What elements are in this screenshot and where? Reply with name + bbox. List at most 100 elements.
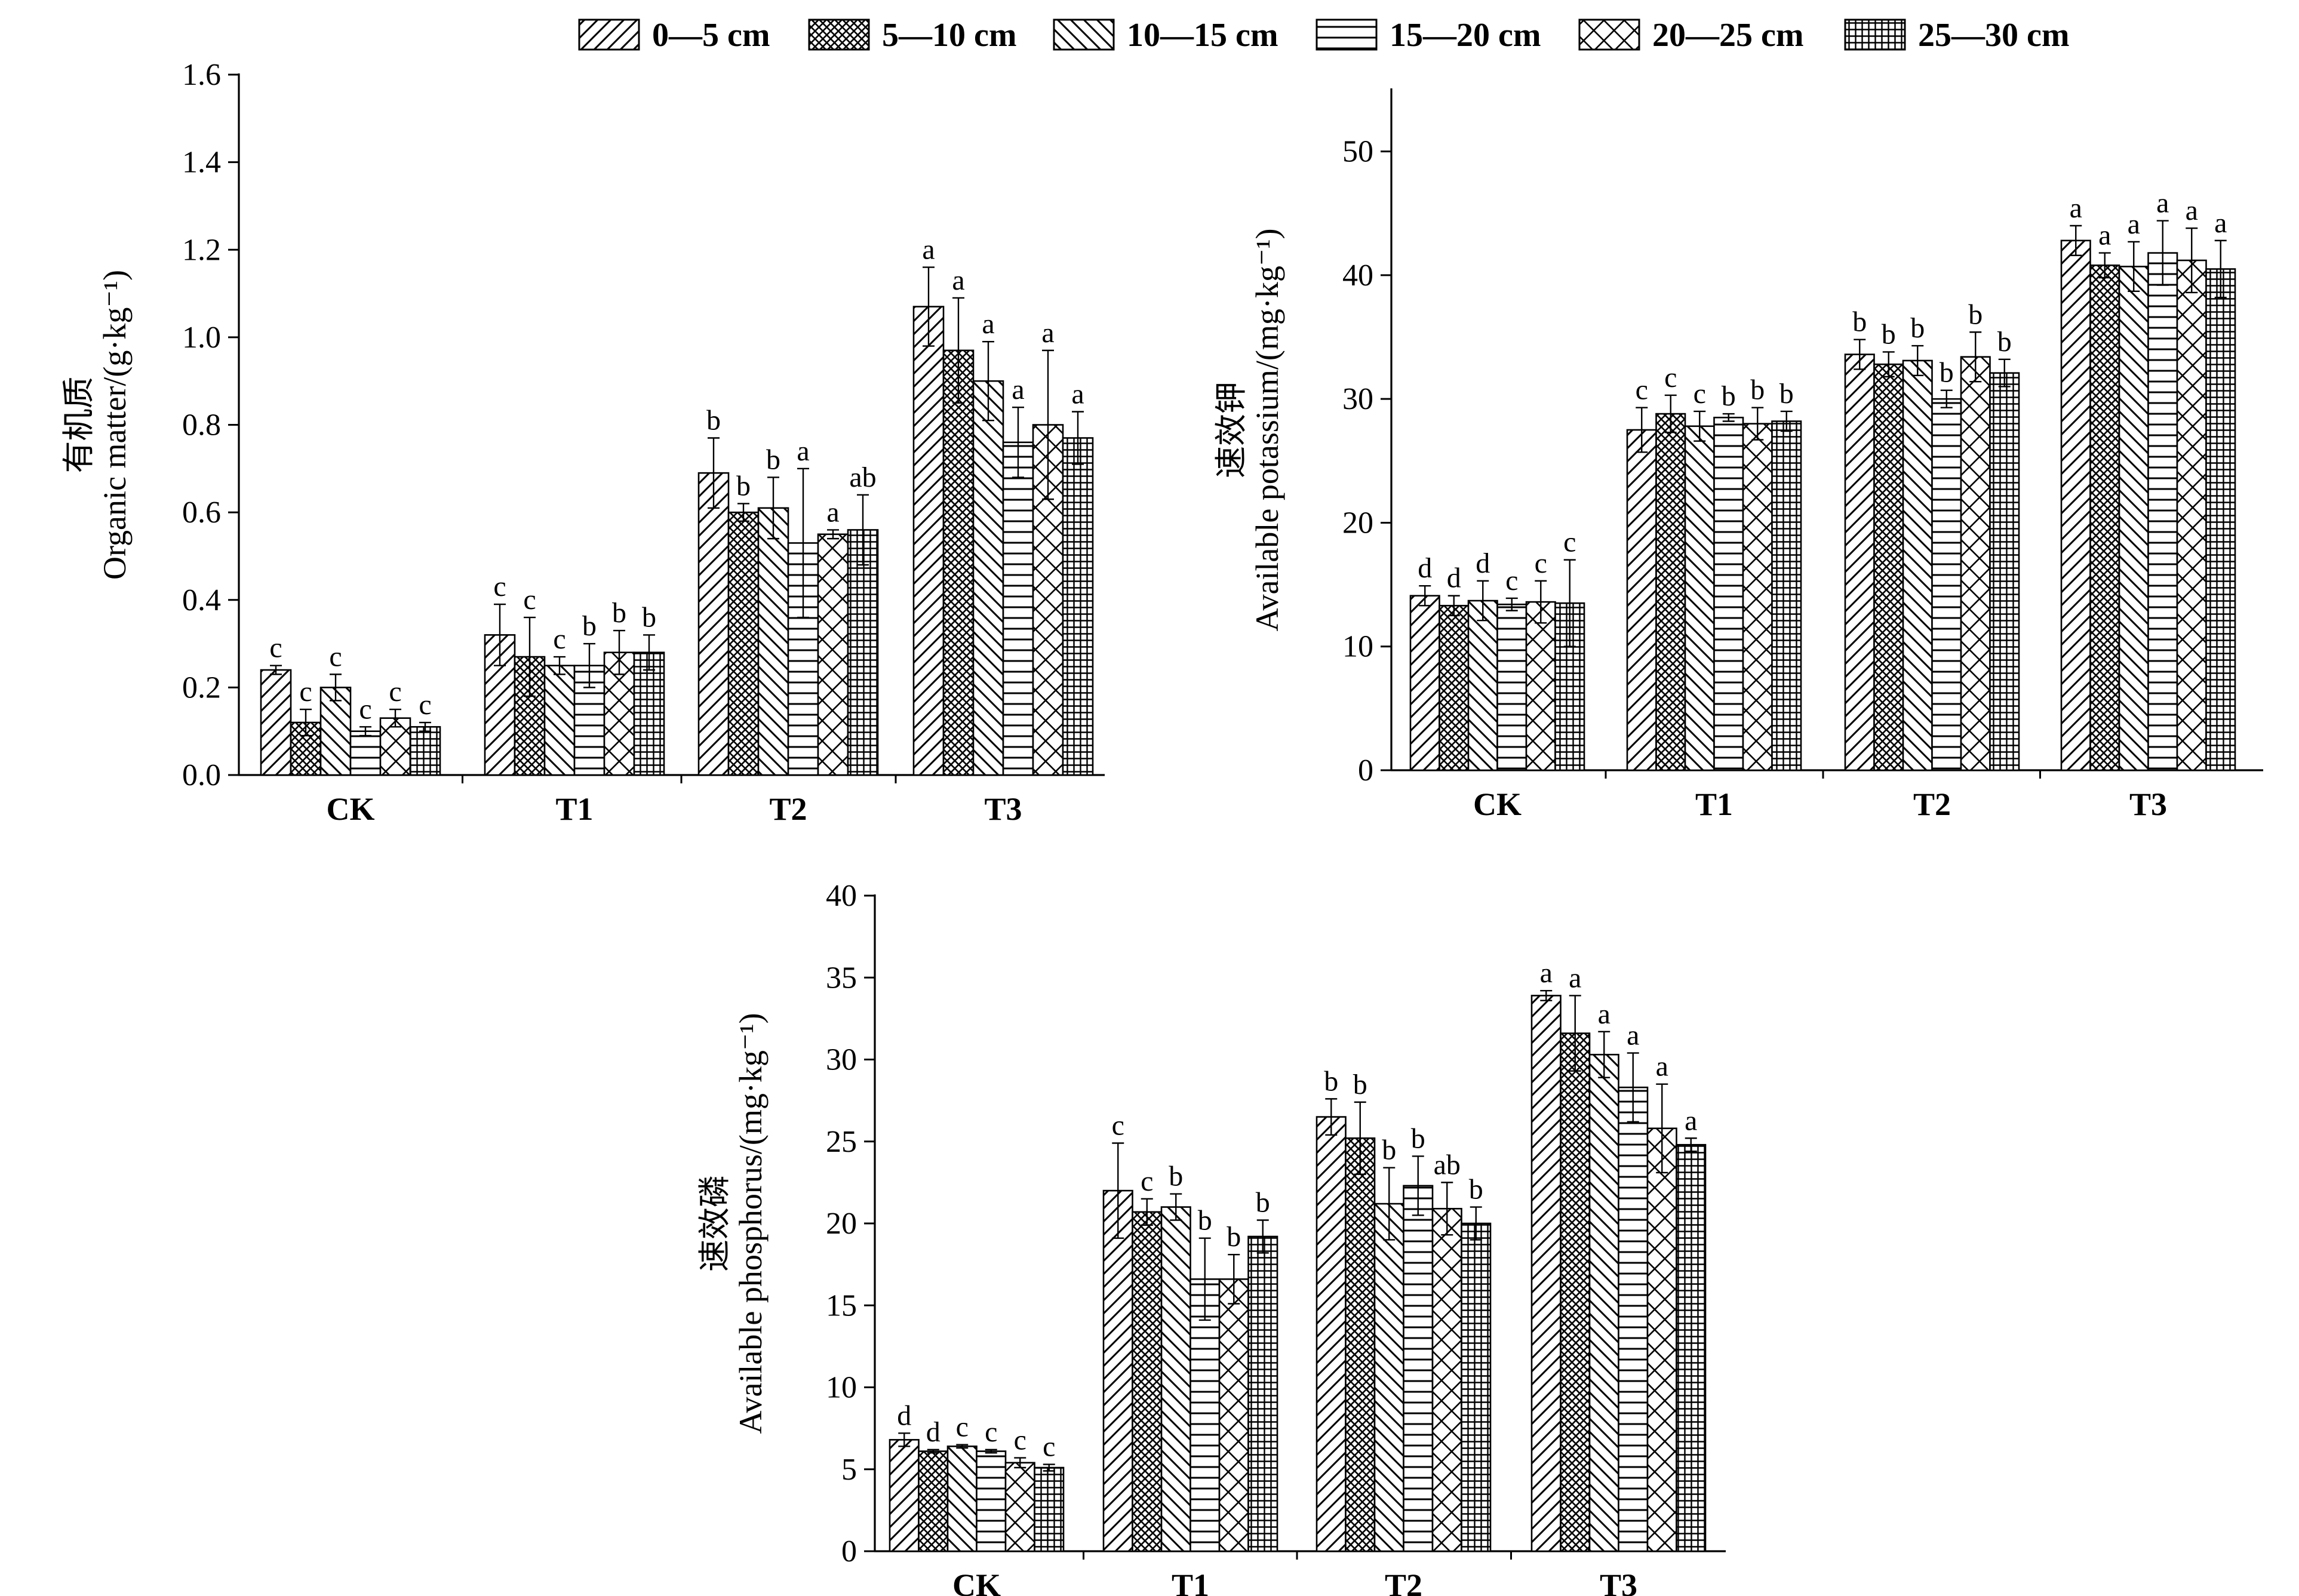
y-tick-label: 1.2 bbox=[182, 233, 221, 267]
significance-label: c bbox=[1505, 565, 1518, 596]
legend-swatch bbox=[578, 19, 640, 51]
bar bbox=[1247, 1235, 1278, 1552]
bar bbox=[633, 651, 665, 776]
y-axis-title: Available potassium/(mg·kg⁻¹) bbox=[1249, 228, 1285, 631]
y-tick-label: 0.6 bbox=[182, 496, 221, 530]
bar bbox=[976, 1450, 1007, 1552]
y-tick-label: 1.6 bbox=[182, 58, 221, 92]
y-tick-label: 1.0 bbox=[182, 321, 221, 355]
x-category-label: CK bbox=[952, 1567, 1001, 1596]
bar bbox=[1646, 1127, 1677, 1552]
x-category-label: T2 bbox=[769, 791, 807, 827]
legend-swatch bbox=[808, 19, 870, 51]
bar bbox=[2176, 259, 2207, 771]
bar bbox=[727, 511, 760, 776]
significance-label: b bbox=[1353, 1069, 1367, 1100]
legend-label: 15—20 cm bbox=[1390, 17, 1541, 54]
bar bbox=[817, 533, 849, 776]
bar bbox=[946, 1446, 978, 1552]
x-category-label: T1 bbox=[1172, 1567, 1209, 1596]
bar bbox=[942, 349, 975, 776]
significance-label: a bbox=[1656, 1051, 1668, 1083]
y-tick-label: 40 bbox=[1342, 259, 1373, 293]
y-tick-label: 20 bbox=[826, 1207, 857, 1241]
significance-label: c bbox=[1535, 548, 1547, 579]
bar bbox=[1431, 1207, 1462, 1552]
bar bbox=[349, 730, 382, 776]
y-tick-label: 10 bbox=[1342, 630, 1373, 664]
bar bbox=[1132, 1211, 1163, 1552]
significance-label: b bbox=[642, 601, 656, 633]
y-tick-label: 0.0 bbox=[182, 758, 221, 792]
bar bbox=[972, 380, 1004, 776]
legend-label: 20—25 cm bbox=[1652, 17, 1804, 54]
significance-label: a bbox=[1012, 374, 1024, 405]
bar bbox=[1713, 416, 1744, 771]
significance-label: a bbox=[1598, 998, 1610, 1030]
significance-label: b bbox=[1411, 1123, 1425, 1154]
significance-label: c bbox=[1014, 1425, 1026, 1456]
bar bbox=[1676, 1143, 1707, 1552]
significance-label: d bbox=[1418, 552, 1432, 584]
significance-label: c bbox=[493, 571, 506, 602]
bar bbox=[1102, 1189, 1133, 1552]
significance-label: a bbox=[1540, 957, 1553, 989]
significance-label: c bbox=[1563, 527, 1576, 558]
significance-label: c bbox=[985, 1416, 997, 1448]
y-tick-label: 30 bbox=[826, 1043, 857, 1077]
bar bbox=[1004, 1462, 1035, 1552]
bar bbox=[1626, 429, 1657, 771]
significance-label: b bbox=[582, 610, 597, 642]
x-category-label: T3 bbox=[984, 791, 1022, 827]
bar bbox=[319, 687, 352, 776]
significance-label: c bbox=[553, 623, 565, 655]
x-category-label: CK bbox=[1473, 786, 1522, 822]
organic-matter-chart: 0.00.20.40.60.81.01.21.41.6CK T1 T2 T3ccbac… bbox=[61, 58, 1105, 827]
significance-label: c bbox=[269, 632, 282, 664]
significance-label: b bbox=[1997, 326, 2012, 358]
x-category-label: T3 bbox=[1600, 1567, 1637, 1596]
significance-label: c bbox=[359, 693, 371, 725]
significance-label: a bbox=[797, 435, 809, 467]
x-category-label: CK bbox=[327, 791, 375, 827]
significance-label: d bbox=[897, 1400, 911, 1431]
bar bbox=[260, 669, 292, 776]
bar bbox=[1931, 398, 1962, 771]
bar bbox=[1467, 599, 1498, 771]
bar bbox=[1461, 1222, 1492, 1552]
bar bbox=[847, 529, 879, 776]
bar bbox=[1684, 425, 1715, 771]
significance-label: b bbox=[1256, 1187, 1270, 1219]
significance-label: b bbox=[766, 444, 780, 475]
bar bbox=[1655, 413, 1686, 771]
bar bbox=[1771, 420, 1802, 771]
bar bbox=[757, 507, 789, 776]
bar bbox=[1439, 605, 1470, 771]
bar bbox=[1373, 1203, 1404, 1552]
bar bbox=[1403, 1185, 1434, 1552]
bar bbox=[1496, 603, 1527, 771]
y-tick-label: 30 bbox=[1342, 382, 1373, 416]
significance-label: c bbox=[1112, 1109, 1124, 1141]
legend: 0—5 cm 5—10 cm 10—15 cm 15—20 cm 20—25 cm 25—… bbox=[578, 17, 2070, 54]
y-axis-title-chinese: 速效钾 bbox=[1213, 382, 1249, 478]
y-tick-label: 0 bbox=[1358, 754, 1373, 788]
y-tick-label: 5 bbox=[841, 1453, 857, 1487]
significance-label: a bbox=[2128, 208, 2140, 240]
significance-label: b bbox=[1750, 374, 1765, 406]
bar bbox=[2205, 268, 2236, 771]
x-category-label: T1 bbox=[555, 791, 593, 827]
legend-label: 0—5 cm bbox=[652, 17, 770, 54]
y-tick-label: 0.2 bbox=[182, 671, 221, 705]
significance-label: d bbox=[1476, 548, 1490, 579]
significance-label: c bbox=[1664, 362, 1677, 393]
bar bbox=[1316, 1116, 1347, 1552]
significance-label: a bbox=[2098, 220, 2111, 251]
bar bbox=[1588, 1053, 1619, 1552]
bar bbox=[2089, 265, 2120, 771]
significance-label: b bbox=[1968, 299, 1983, 330]
significance-label: b bbox=[706, 404, 721, 436]
bar bbox=[1560, 1032, 1591, 1552]
significance-label: b bbox=[1722, 380, 1736, 412]
y-tick-label: 15 bbox=[826, 1289, 857, 1323]
